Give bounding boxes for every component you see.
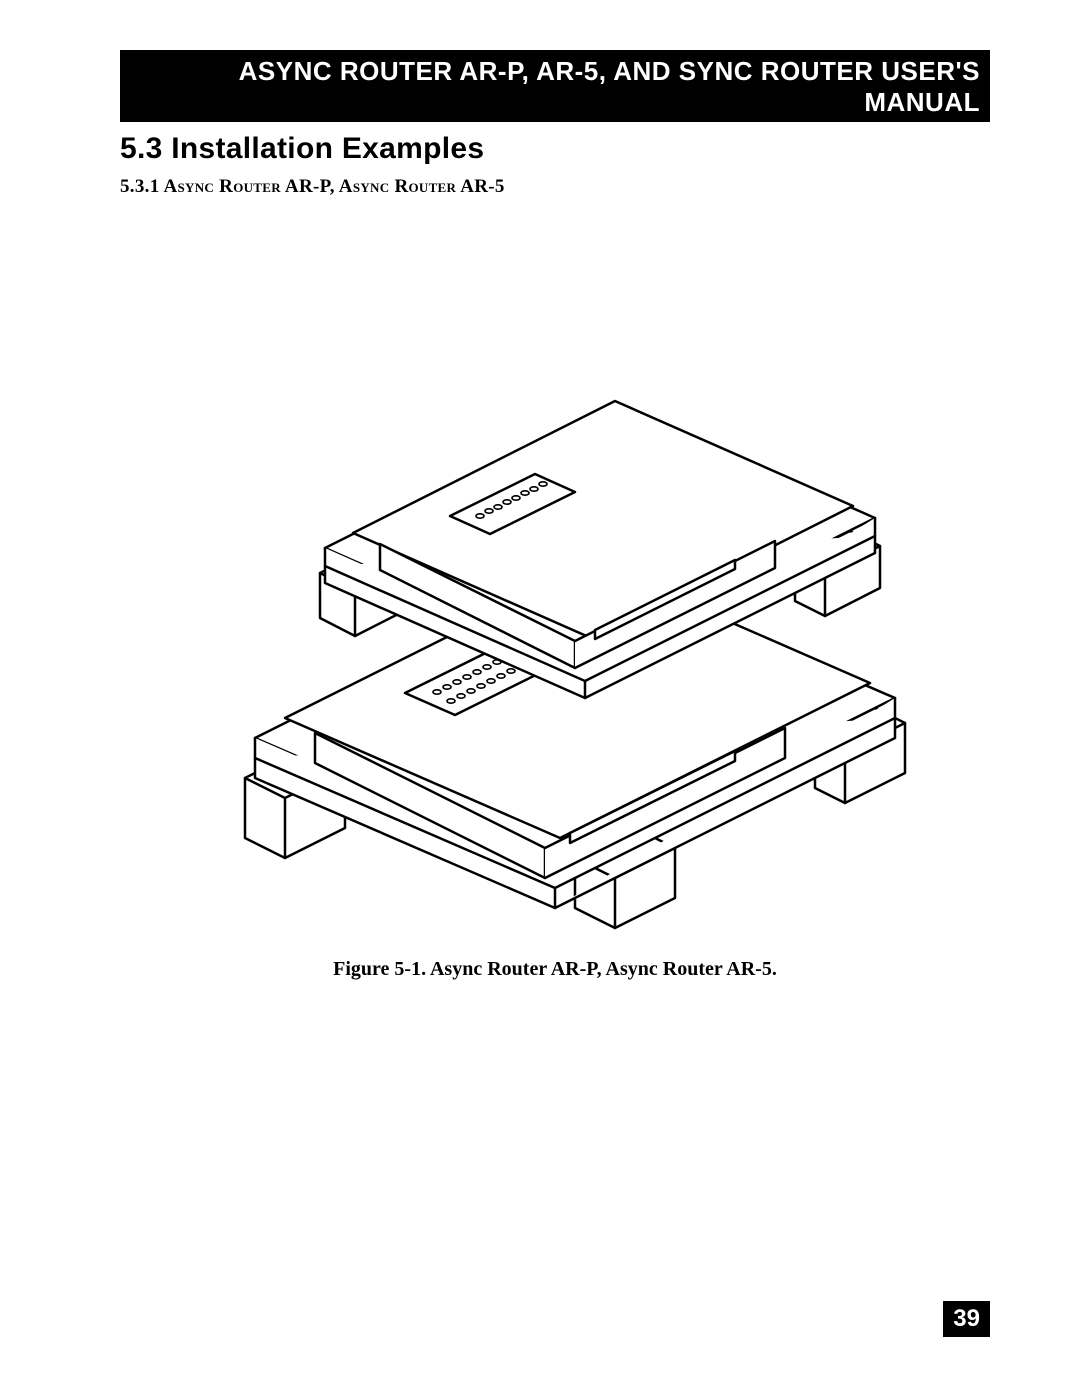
figure-container: Figure 5-1. Async Router AR-P, Async Rou… bbox=[120, 198, 990, 1337]
figure-caption: Figure 5-1. Async Router AR-P, Async Rou… bbox=[333, 958, 777, 981]
subsection-heading: 5.3.1 Async Router AR-P, Async Router AR… bbox=[120, 176, 990, 198]
manual-page: ASYNC ROUTER AR-P, AR-5, AND SYNC ROUTER… bbox=[0, 0, 1080, 1397]
page-number-badge: 39 bbox=[943, 1301, 990, 1337]
router-line-drawing bbox=[175, 258, 935, 938]
section-heading: 5.3 Installation Examples bbox=[120, 132, 990, 166]
manual-header-bar: ASYNC ROUTER AR-P, AR-5, AND SYNC ROUTER… bbox=[120, 50, 990, 122]
